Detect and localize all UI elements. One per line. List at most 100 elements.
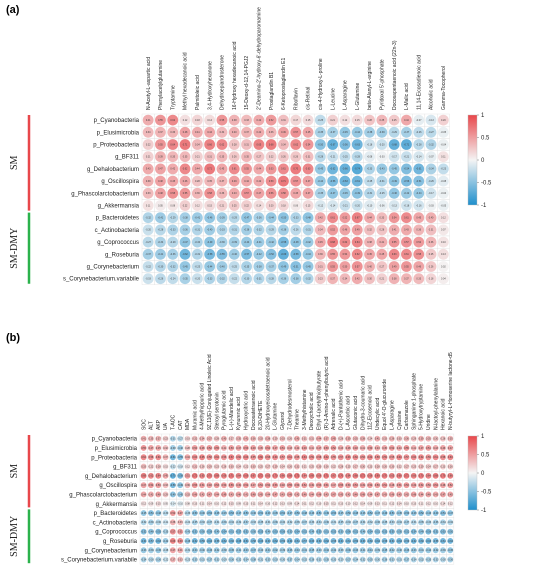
correlation-circle bbox=[204, 151, 216, 163]
correlation-circle bbox=[228, 187, 240, 199]
correlation-circle bbox=[179, 224, 191, 236]
cell-value: 0.18 bbox=[429, 278, 434, 281]
correlation-circle bbox=[388, 212, 400, 224]
correlation-circle bbox=[302, 236, 314, 248]
cell-value: 0.58 bbox=[207, 192, 212, 195]
cell-value: 0.44 bbox=[404, 119, 409, 122]
cell-value: 0.68 bbox=[397, 475, 402, 478]
cell-value: 0.26 bbox=[200, 465, 205, 468]
row-label: g_BF311 bbox=[113, 465, 138, 471]
cell-value: 0.36 bbox=[318, 253, 323, 256]
cell-value: -0.51 bbox=[375, 530, 381, 533]
cell-value: -0.36 bbox=[382, 558, 388, 561]
cell-value: 0.42 bbox=[257, 119, 262, 122]
cell-value: -0.43 bbox=[353, 549, 359, 552]
cell-value: 0.69 bbox=[309, 475, 314, 478]
correlation-circle bbox=[155, 212, 166, 224]
correlation-circle bbox=[272, 435, 278, 442]
row-label: g_Dehalobacterium bbox=[85, 474, 137, 480]
cell-value: 0.08 bbox=[170, 204, 175, 207]
cell-value: 0.48 bbox=[251, 493, 256, 496]
cell-value: -0.25 bbox=[195, 265, 201, 268]
column-label: Muramic acid bbox=[192, 400, 198, 430]
correlation-circle bbox=[241, 224, 252, 236]
cell-value: 0.46 bbox=[426, 493, 431, 496]
correlation-circle bbox=[339, 200, 351, 211]
correlation-circle bbox=[155, 187, 166, 199]
cell-value: 0.15 bbox=[156, 503, 161, 506]
correlation-circle bbox=[179, 126, 191, 138]
cell-value: -0.42 bbox=[256, 253, 262, 256]
cell-value: -0.30 bbox=[244, 278, 250, 281]
cell-value: -0.45 bbox=[396, 512, 402, 515]
cell-value: 0.43 bbox=[287, 447, 292, 450]
correlation-circle bbox=[314, 163, 326, 175]
cell-value: 0.41 bbox=[375, 437, 380, 440]
cell-value: 0.48 bbox=[411, 493, 416, 496]
cell-value: 0.50 bbox=[375, 484, 380, 487]
correlation-circle bbox=[142, 212, 154, 224]
cell-value: 0.12 bbox=[309, 503, 314, 506]
cell-value: -0.56 bbox=[280, 530, 286, 533]
row-label: c_Actinobacteria bbox=[93, 520, 138, 526]
cell-value: -0.61 bbox=[355, 180, 361, 183]
cell-value: -0.69 bbox=[281, 253, 287, 256]
cell-value: -0.34 bbox=[195, 241, 201, 244]
cell-value: 0.31 bbox=[318, 265, 323, 268]
cell-value: -0.07 bbox=[416, 119, 422, 122]
correlation-circle bbox=[351, 224, 363, 236]
correlation-circle bbox=[140, 435, 147, 442]
cell-value: 0.66 bbox=[222, 475, 227, 478]
cell-value: -0.51 bbox=[440, 512, 446, 515]
cell-value: -0.47 bbox=[375, 512, 381, 515]
cell-value: 0.04 bbox=[441, 278, 446, 281]
correlation-circle bbox=[440, 435, 446, 442]
cell-value: 0.45 bbox=[170, 180, 175, 183]
cell-value: 0.47 bbox=[273, 493, 278, 496]
cell-value: 0.32 bbox=[367, 229, 372, 232]
correlation-circle bbox=[265, 151, 277, 163]
cell-value: 0.55 bbox=[330, 265, 335, 268]
correlation-circle bbox=[302, 224, 314, 236]
cell-value: 0.55 bbox=[141, 447, 146, 450]
correlation-circle bbox=[278, 261, 289, 272]
correlation-circle bbox=[204, 175, 216, 187]
correlation-circle bbox=[302, 212, 314, 224]
correlation-circle bbox=[228, 126, 240, 138]
cell-value: -0.41 bbox=[418, 549, 424, 552]
cell-value: 0.52 bbox=[390, 447, 395, 450]
correlation-circle bbox=[302, 151, 314, 163]
cell-value: 0.37 bbox=[404, 278, 409, 281]
correlation-circle bbox=[418, 445, 424, 451]
cell-value: 0.43 bbox=[375, 447, 380, 450]
cell-value: -0.37 bbox=[287, 558, 293, 561]
cell-value: 0.41 bbox=[380, 241, 385, 244]
correlation-circle bbox=[204, 224, 216, 236]
cell-value: 0.36 bbox=[170, 131, 175, 134]
cell-value: -0.46 bbox=[207, 549, 213, 552]
cell-value: -0.19 bbox=[145, 278, 151, 281]
cell-value: -0.38 bbox=[170, 447, 176, 450]
cell-value: -0.31 bbox=[367, 192, 373, 195]
cell-value: -0.57 bbox=[302, 540, 308, 543]
cell-value: -0.45 bbox=[177, 493, 183, 496]
cell-value: -0.36 bbox=[156, 558, 162, 561]
correlation-circle bbox=[272, 454, 278, 461]
correlation-circle bbox=[425, 261, 437, 272]
column-label: Kynurenic acid bbox=[236, 397, 242, 430]
cell-value: 0.41 bbox=[141, 437, 146, 440]
cell-value: 0.13 bbox=[338, 503, 343, 506]
correlation-circle bbox=[401, 248, 412, 260]
cell-value: -0.16 bbox=[416, 204, 422, 207]
correlation-circle bbox=[388, 187, 400, 199]
column-label: 9Z,11(E)-Conjugated Linoleic Acid bbox=[207, 354, 213, 430]
correlation-circle bbox=[376, 248, 388, 260]
cell-value: 0.38 bbox=[171, 521, 176, 524]
cell-value: -0.58 bbox=[331, 540, 337, 543]
cell-value: 0.61 bbox=[232, 168, 237, 171]
cell-value: 0.72 bbox=[258, 475, 263, 478]
cell-value: -0.34 bbox=[360, 521, 366, 524]
cell-value: 0.52 bbox=[343, 217, 348, 220]
correlation-circle bbox=[204, 114, 216, 126]
cell-value: 0.31 bbox=[295, 465, 300, 468]
